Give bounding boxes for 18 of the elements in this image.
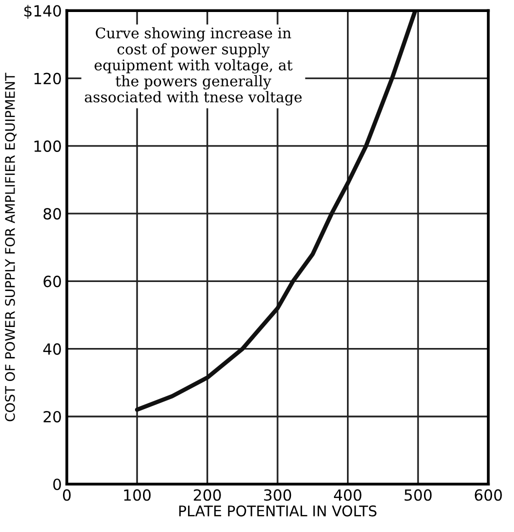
y-tick-label: 100: [34, 140, 61, 152]
y-tick-label: 20: [44, 410, 61, 422]
x-tick-label: 200: [194, 489, 221, 501]
x-axis-title: PLATE POTENTIAL IN VOLTS: [179, 505, 376, 516]
y-tick-label: 60: [44, 276, 61, 288]
y-tick-label: 120: [34, 72, 61, 84]
x-tick-label: 300: [264, 489, 292, 501]
y-tick-label: 80: [44, 208, 61, 220]
x-tick-label: 100: [124, 489, 151, 501]
x-tick-label: 500: [404, 489, 432, 501]
y-tick-label: 40: [43, 343, 61, 355]
x-tick-label: 600: [474, 489, 502, 501]
annotation: Curve showing increase in cost of power supply equipment with voltage, at the powers generally associated with tnese voltage: [84, 27, 302, 106]
x-tick-label: 0: [62, 489, 71, 501]
y-axis-title: COST OF POWER SUPPLY FOR AMPLIFIER EQUIPMENT: [4, 72, 16, 422]
x-tick-label: 400: [334, 489, 362, 501]
y-tick-label: 0: [53, 478, 61, 490]
y-tick-label: $140: [24, 4, 61, 19]
